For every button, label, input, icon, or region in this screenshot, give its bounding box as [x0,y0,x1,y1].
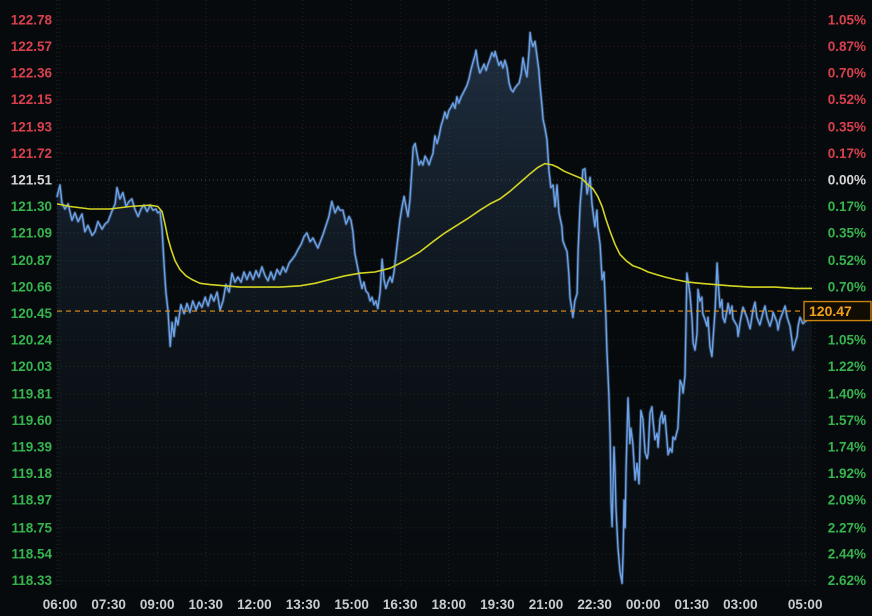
x-axis-label: 05:00 [788,597,823,612]
y-axis-label-percent: 0.70% [828,280,866,295]
y-axis-label-percent: 1.57% [828,413,866,428]
x-axis-label: 00:00 [626,597,661,612]
y-axis-label-price: 120.87 [11,253,52,268]
price-line [56,31,813,584]
y-axis-label-percent: 2.09% [828,493,866,508]
x-axis-label: 06:00 [43,597,78,612]
y-axis-label-price: 118.54 [11,547,52,562]
y-axis-label-percent: 1.05% [828,333,866,348]
y-axis-label-price: 121.30 [11,199,52,214]
moving-average-line [56,162,812,290]
y-axis-label-price: 120.03 [11,359,53,374]
y-axis-label-percent: 0.70% [828,65,866,80]
y-axis-label-price: 118.75 [11,520,52,535]
y-axis-label-price: 121.93 [11,120,53,135]
x-axis-label: 16:30 [383,597,418,612]
y-axis-label-percent: 1.40% [828,387,866,402]
y-axis-label-price: 122.57 [11,39,52,54]
x-axis-label: 19:30 [480,597,515,612]
x-axis-label: 01:30 [675,597,710,612]
y-axis-label-percent: 0.52% [828,92,866,107]
y-axis-label-price: 121.72 [11,146,52,161]
last-price-label: 120.47 [809,303,852,319]
y-axis-label-percent: 2.44% [828,547,866,562]
x-axis-label: 13:30 [286,597,321,612]
y-axis-label-price: 122.36 [11,65,53,80]
x-axis-label: 22:30 [577,597,612,612]
y-axis-label-price: 122.78 [11,12,53,27]
y-axis-label-price: 118.33 [11,573,52,588]
y-axis-label-percent: 1.92% [828,466,866,481]
last-price-badge [803,300,872,322]
x-axis-label: 21:00 [529,597,564,612]
y-axis-label-percent: 0.35% [828,225,866,240]
y-axis-label-price: 120.66 [11,280,53,295]
y-axis-label-price: 119.39 [11,440,52,455]
y-axis-label-percent: 1.05% [828,12,866,27]
x-axis-label: 09:00 [140,597,175,612]
y-axis-label-price: 119.60 [11,413,52,428]
y-axis-label-percent: 0.17% [828,199,866,214]
x-axis-label: 07:30 [91,597,126,612]
y-axis-label-percent: 2.27% [828,520,866,535]
x-axis-label: 18:00 [432,597,467,612]
y-axis-label-percent: 0.87% [828,39,866,54]
y-axis-label-price: 122.15 [11,92,53,107]
y-axis-label-percent: 0.00% [828,173,866,188]
y-axis-label-price: 121.51 [11,173,53,188]
x-axis-label: 12:00 [237,597,272,612]
price-area [57,32,813,589]
x-axis-label: 15:00 [334,597,369,612]
y-axis-label-price: 120.24 [11,333,53,348]
y-axis-label-price: 119.81 [11,387,52,402]
x-axis-label: 03:00 [723,597,758,612]
y-axis-label-percent: 2.62% [828,573,866,588]
y-axis-label-percent: 1.74% [828,440,866,455]
y-axis-label-price: 120.45 [11,306,53,321]
y-axis-label-percent: 0.52% [828,253,866,268]
y-axis-label-price: 119.18 [11,466,52,481]
x-axis-label: 10:30 [189,597,224,612]
y-axis-label-percent: 0.35% [828,120,866,135]
y-axis-label-price: 118.97 [11,493,52,508]
y-axis-label-price: 121.09 [11,225,52,240]
y-axis-label-percent: 0.17% [828,146,866,161]
y-axis-label-percent: 1.22% [828,359,866,374]
